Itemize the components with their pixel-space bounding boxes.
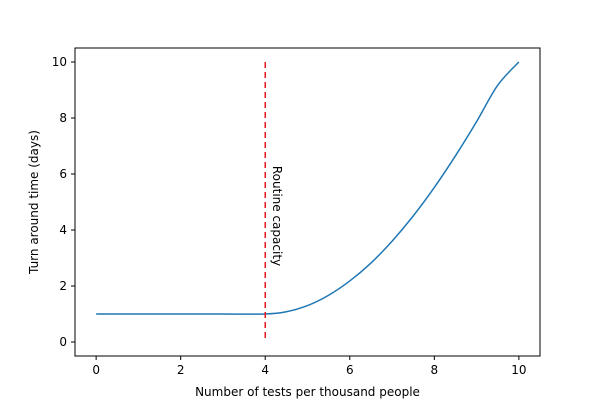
plot-frame [74, 47, 541, 357]
y-tick-label: 6 [59, 167, 67, 181]
x-axis-ticks: 0 2 4 6 8 10 [92, 356, 527, 377]
x-axis-label: Number of tests per thousand people [195, 385, 420, 399]
x-tick-label: 4 [261, 363, 269, 377]
x-tick-label: 8 [430, 363, 438, 377]
y-tick-label: 2 [59, 279, 67, 293]
x-tick-label: 6 [346, 363, 354, 377]
series-line [96, 61, 520, 315]
y-tick-label: 4 [59, 223, 67, 237]
y-tick-label: 8 [59, 111, 67, 125]
routine-capacity-label: Routine capacity [270, 166, 284, 266]
y-tick-label: 10 [52, 55, 67, 69]
series-layer [96, 61, 520, 315]
x-tick-label: 0 [92, 363, 100, 377]
y-axis-label: Turn around time (days) [27, 130, 41, 275]
y-axis-ticks: 0 2 4 6 8 10 [52, 55, 75, 349]
y-tick-label: 0 [59, 335, 67, 349]
x-tick-label: 2 [177, 363, 185, 377]
x-tick-label: 10 [511, 363, 526, 377]
